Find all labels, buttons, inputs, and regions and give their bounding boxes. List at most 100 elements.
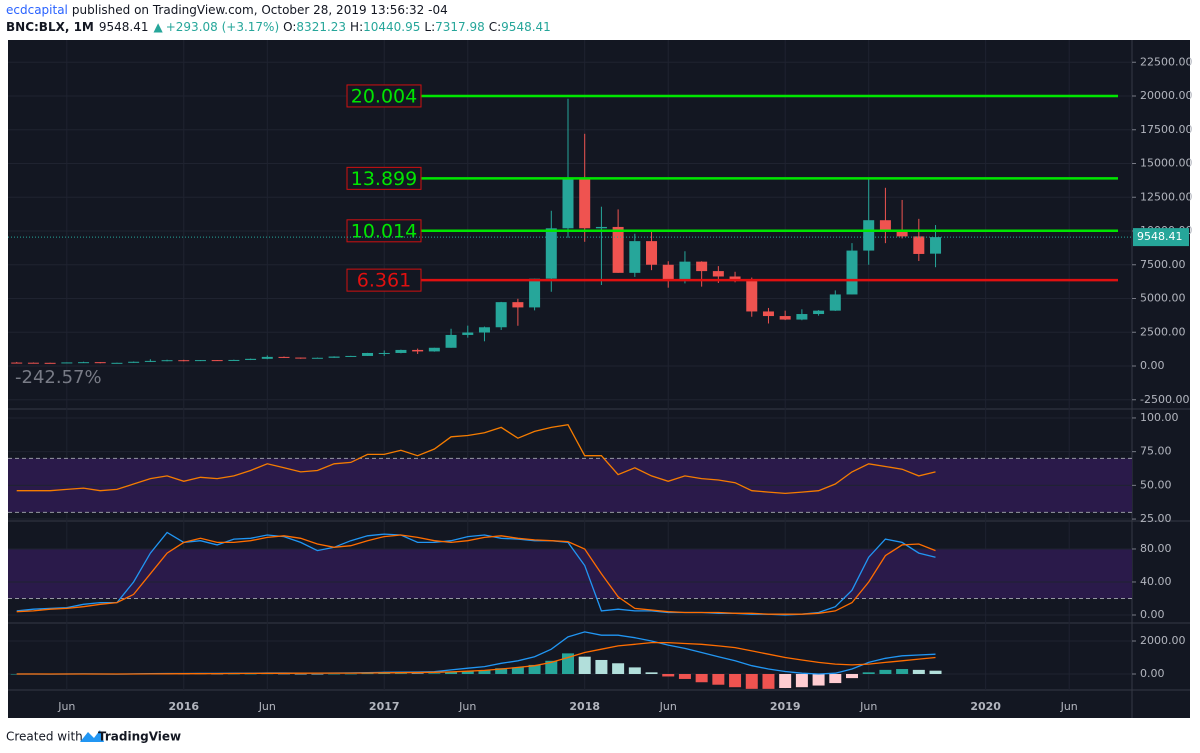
candle-body <box>11 362 23 364</box>
candle-body <box>211 360 223 362</box>
histogram-bar <box>478 670 491 674</box>
candle-body <box>879 220 891 230</box>
candle-body <box>44 362 56 364</box>
histogram-bar <box>678 673 691 679</box>
published: published on TradingView.com, October 28… <box>72 3 448 17</box>
y-tick-label: 17500.00 <box>1140 123 1193 136</box>
x-tick-label: 2016 <box>168 700 199 713</box>
candle-body <box>796 314 808 320</box>
candle-body <box>462 332 474 335</box>
histogram-bar <box>645 672 658 674</box>
candle-body <box>762 311 774 317</box>
candle-body <box>662 264 674 280</box>
chart-bg <box>8 40 1190 718</box>
candle-body <box>94 362 106 364</box>
ohlc-value: 9548.41 <box>501 20 551 34</box>
series-line <box>16 423 936 495</box>
histogram-bar <box>378 673 391 674</box>
histogram-bar <box>461 671 474 674</box>
histogram-bar <box>445 672 458 674</box>
candle-body <box>261 356 273 359</box>
histogram-bar <box>344 673 357 675</box>
candle-body <box>930 237 942 254</box>
histogram-bar <box>595 659 608 674</box>
plot-area: 20.004 13.899 10.014 6.361 -242.57% <box>8 40 1132 690</box>
arrow: ▲ <box>154 20 164 34</box>
histogram-bar <box>929 670 942 674</box>
histogram-bar <box>628 667 641 674</box>
candle-body <box>729 276 741 281</box>
last-price: 9548.41 <box>99 20 149 34</box>
y-tick-label: 0.00 <box>1140 667 1165 680</box>
candle-body <box>529 278 541 308</box>
ohlc-label: C: <box>489 20 501 34</box>
candle-body <box>829 294 841 311</box>
candle-body <box>746 280 758 312</box>
x-tick-label: 2020 <box>970 700 1001 713</box>
level-label-box <box>346 219 422 243</box>
candle-body <box>412 349 424 352</box>
candle-body <box>161 360 173 362</box>
last-price-label: 9548.41 <box>1137 230 1183 243</box>
y-tick-label: 20000.00 <box>1140 89 1193 102</box>
footer-brand: TradingView <box>98 730 181 744</box>
level-label: 13.899 <box>351 168 417 190</box>
level-label-box <box>346 166 422 190</box>
candle-body <box>913 236 925 254</box>
candle-body <box>696 261 708 272</box>
candle-body <box>863 220 875 251</box>
annotation: -242.57% <box>15 367 102 388</box>
histogram-bar <box>779 673 792 689</box>
histogram-bar <box>879 669 892 674</box>
histogram-bar <box>695 673 708 683</box>
y-tick-label: 50.00 <box>1140 478 1172 491</box>
histogram-bar <box>311 673 324 675</box>
candle-body <box>144 360 156 362</box>
candle-body <box>562 178 574 229</box>
x-tick-label: Jun <box>659 700 677 713</box>
y-tick-label: 7500.00 <box>1140 258 1186 271</box>
histogram-bar <box>762 673 775 689</box>
histogram-bar <box>495 668 508 674</box>
histogram-bar <box>846 673 858 679</box>
histogram-bar <box>411 673 424 674</box>
level-label: 6.361 <box>357 270 411 292</box>
histogram-bar <box>612 663 625 674</box>
histogram-bar <box>328 673 341 675</box>
y-tick-label: 5000.00 <box>1140 292 1186 305</box>
y-tick-label: 40.00 <box>1140 575 1172 588</box>
candle-body <box>595 226 607 229</box>
histogram-bar <box>745 673 758 689</box>
y-tick-label: 75.00 <box>1140 445 1172 458</box>
logo <box>80 730 104 742</box>
candle-body <box>345 355 357 357</box>
candle-body <box>612 226 624 273</box>
change: +293.08 (+3.17%) <box>166 20 279 34</box>
footer-created: Created with <box>6 730 83 744</box>
ohlc-label: L: <box>424 20 435 34</box>
ohlc-value: 8321.23 <box>296 20 346 34</box>
candle-body <box>545 228 557 279</box>
candle-body <box>328 356 340 358</box>
y-tick-label: 80.00 <box>1140 542 1172 555</box>
candle-body <box>395 349 407 353</box>
x-tick-label: Jun <box>258 700 276 713</box>
histogram-bar <box>729 673 742 688</box>
y-tick-label: 2500.00 <box>1140 325 1186 338</box>
author: ecdcapital <box>6 3 68 17</box>
candle-body <box>111 362 123 364</box>
histogram-bar <box>795 673 808 688</box>
candle-body <box>128 361 140 363</box>
candle-body <box>362 352 374 356</box>
series-line <box>16 534 936 615</box>
series-line <box>16 641 936 675</box>
candle-body <box>896 229 908 237</box>
histogram-bar <box>545 660 558 674</box>
ohlc-label: H: <box>350 20 363 34</box>
candle-body <box>194 360 206 362</box>
histogram-bar <box>829 673 842 684</box>
x-tick-label: Jun <box>859 700 877 713</box>
candle-body <box>813 310 825 315</box>
candle-body <box>846 250 858 295</box>
candle-body <box>495 302 507 328</box>
